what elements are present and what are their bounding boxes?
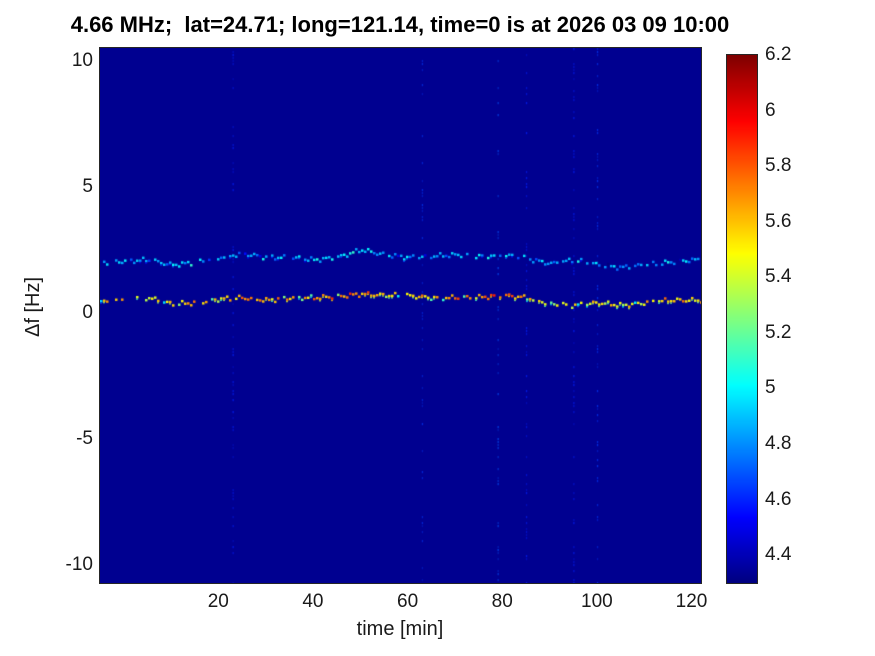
- colorbar-tick-label: 5.6: [765, 210, 792, 232]
- x-axis-label: time [min]: [356, 618, 444, 640]
- x-tick-label: 120: [675, 591, 708, 612]
- y-axis-label: Δf [Hz]: [22, 276, 44, 338]
- x-tick-label: 60: [397, 591, 419, 612]
- x-tick-label: 20: [207, 591, 229, 612]
- y-tick-label: -5: [76, 428, 93, 450]
- colorbar-tick-label: 4.8: [765, 433, 792, 455]
- colorbar-tick-label: 5: [765, 377, 776, 399]
- colorbar-tick-label: 4.6: [765, 488, 792, 510]
- colorbar-tick-label: 5.4: [765, 266, 792, 288]
- colorbar-tick-label: 4.4: [765, 544, 792, 566]
- y-tick-label: -10: [65, 554, 93, 576]
- colorbar: [727, 55, 757, 583]
- x-tick-label: 100: [581, 591, 613, 612]
- heatmap-canvas: [100, 48, 701, 583]
- x-tick-label: 80: [491, 591, 513, 612]
- y-tick-label: 5: [82, 175, 93, 197]
- colorbar-tick-label: 6.2: [765, 44, 792, 65]
- y-tick-label: 10: [71, 49, 93, 71]
- x-tick-label: 40: [302, 591, 324, 612]
- y-tick-label: 0: [82, 301, 93, 323]
- colorbar-tick-label: 5.2: [765, 321, 792, 343]
- colorbar-tick-label: 6: [765, 99, 776, 121]
- chart-title: 4.66 MHz; lat=24.71; long=121.14, time=0…: [70, 12, 730, 37]
- colorbar-tick-label: 5.8: [765, 155, 792, 177]
